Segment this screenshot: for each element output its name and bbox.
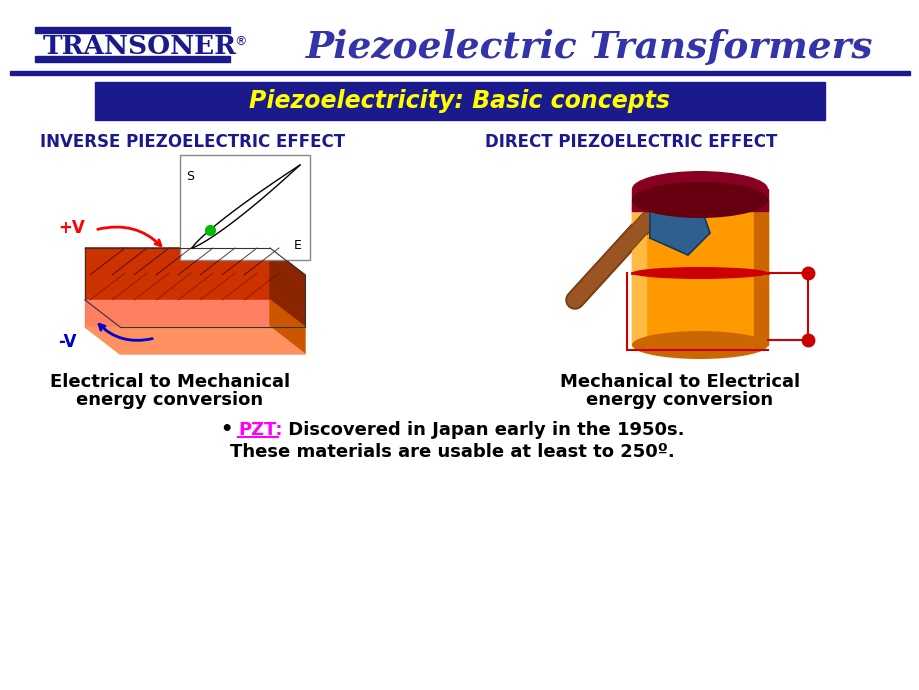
Bar (35, 27, 230, 33)
Polygon shape (269, 248, 305, 327)
Polygon shape (85, 327, 305, 354)
Text: PZT:: PZT: (238, 421, 282, 439)
Ellipse shape (631, 171, 767, 207)
Polygon shape (650, 178, 709, 255)
Text: Mechanical to Electrical: Mechanical to Electrical (560, 373, 800, 391)
Text: energy conversion: energy conversion (76, 391, 263, 409)
Text: DIRECT PIEZOELECTRIC EFFECT: DIRECT PIEZOELECTRIC EFFECT (484, 133, 777, 151)
Ellipse shape (631, 331, 767, 359)
Polygon shape (269, 300, 305, 354)
Text: INVERSE PIEZOELECTRIC EFFECT: INVERSE PIEZOELECTRIC EFFECT (40, 133, 345, 151)
Text: Piezoelectric Transformers: Piezoelectric Transformers (306, 28, 873, 66)
Ellipse shape (631, 267, 767, 279)
Text: E: E (294, 239, 301, 252)
Text: These materials are usable at least to 250º.: These materials are usable at least to 2… (230, 443, 674, 461)
Polygon shape (85, 248, 305, 275)
Bar (631, 189, 767, 211)
Text: -V: -V (58, 333, 76, 351)
Polygon shape (85, 248, 269, 300)
Bar (180, 155, 310, 260)
Bar (631, 200, 645, 345)
Text: S: S (186, 170, 194, 183)
Bar (95, 82, 824, 120)
Text: ®: ® (233, 35, 246, 48)
Bar (35, 56, 230, 62)
Bar (631, 200, 767, 345)
Text: Piezoelectricity: Basic concepts: Piezoelectricity: Basic concepts (249, 89, 670, 113)
Text: Electrical to Mechanical: Electrical to Mechanical (50, 373, 289, 391)
Text: •: • (220, 420, 233, 440)
Text: TRANSONER: TRANSONER (43, 34, 237, 59)
Polygon shape (85, 300, 269, 327)
Bar (754, 200, 767, 345)
Text: Discovered in Japan early in the 1950s.: Discovered in Japan early in the 1950s. (282, 421, 684, 439)
Ellipse shape (631, 182, 767, 218)
Text: +V: +V (58, 219, 85, 237)
Text: energy conversion: energy conversion (585, 391, 773, 409)
Bar (10, 71, 909, 75)
